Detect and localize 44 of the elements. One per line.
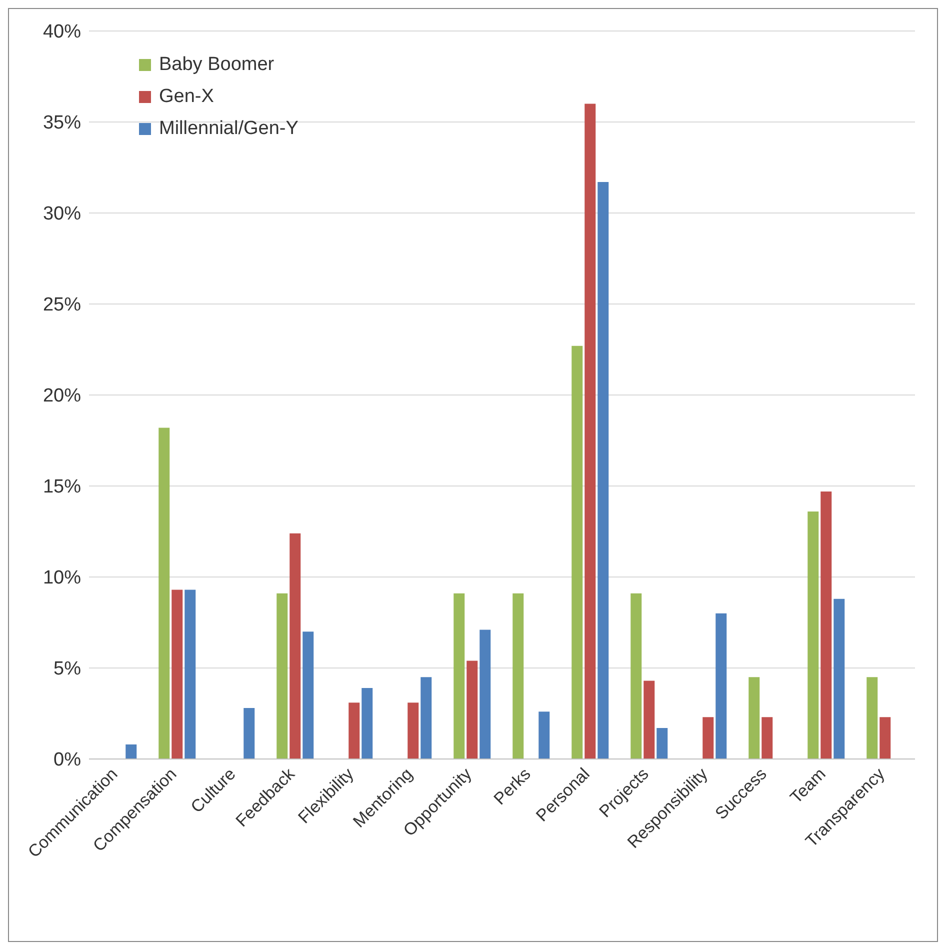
- bar: [572, 346, 583, 759]
- bar: [454, 593, 465, 759]
- bar: [834, 598, 845, 759]
- bar: [302, 632, 314, 759]
- bar: [716, 613, 727, 759]
- y-tick-label: 5%: [54, 658, 82, 680]
- bar: [420, 677, 432, 759]
- bar: [362, 688, 373, 759]
- bar: [466, 660, 478, 759]
- bar: [584, 104, 596, 759]
- y-tick-label: 40%: [42, 22, 82, 43]
- bar: [184, 590, 196, 759]
- bar: [880, 717, 891, 759]
- bar: [538, 712, 550, 759]
- legend-label: Baby Boomer: [159, 53, 274, 77]
- bar: [656, 728, 668, 759]
- legend-label: Millennial/Gen-Y: [159, 117, 298, 141]
- bar: [408, 702, 419, 759]
- bar: [808, 511, 819, 759]
- bar: [290, 533, 301, 759]
- bar: [158, 428, 170, 759]
- bar: [630, 593, 642, 759]
- y-tick-label: 30%: [42, 204, 82, 225]
- y-tick-label: 35%: [42, 112, 82, 134]
- bar: [748, 677, 760, 759]
- bar: [480, 630, 491, 759]
- y-tick-label: 15%: [42, 476, 82, 498]
- bar: [820, 491, 832, 759]
- bar: [276, 593, 288, 759]
- bar: [598, 182, 609, 759]
- y-tick-label: 20%: [42, 386, 82, 407]
- y-tick-label: 25%: [42, 294, 82, 316]
- y-tick-label: 10%: [42, 568, 82, 589]
- bar: [866, 677, 878, 759]
- legend-label: Gen-X: [159, 85, 214, 109]
- bar: [644, 680, 655, 759]
- bar: [126, 744, 137, 759]
- bar: [172, 590, 183, 759]
- bar: [244, 708, 255, 759]
- bar: [702, 717, 714, 759]
- y-tick-label: 0%: [54, 750, 82, 771]
- bar: [348, 702, 360, 759]
- bar: [762, 717, 773, 759]
- bar: [512, 593, 524, 759]
